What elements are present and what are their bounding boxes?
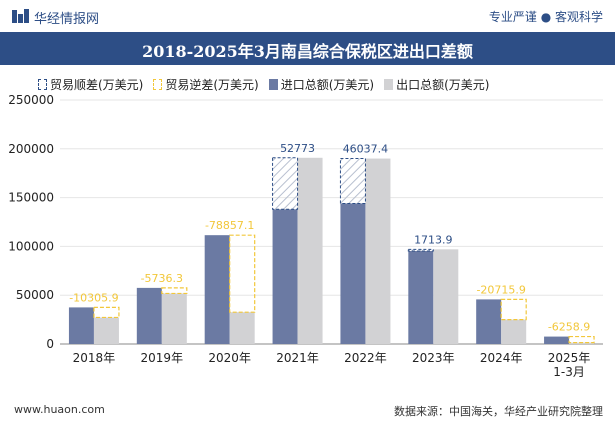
x-tick-label: 2022年: [344, 351, 387, 365]
legend-swatch-export: [384, 78, 394, 90]
legend-label-export: 出口总额(万美元): [396, 77, 490, 92]
bar-export: [433, 249, 459, 344]
bar-deficit: [229, 234, 256, 313]
x-tick-label: 2020年: [208, 351, 251, 365]
tagline: 专业严谨 ● 客观科学: [488, 10, 603, 24]
bar-surplus: [272, 157, 299, 210]
data-label: 1713.9: [414, 233, 453, 246]
legend-label-deficit: 贸易逆差(万美元): [165, 77, 259, 92]
legend-item-deficit: 贸易逆差(万美元): [153, 76, 259, 93]
y-tick-label: 50000: [16, 288, 54, 302]
data-label: 52773: [280, 142, 315, 155]
x-tick-label: 2024年: [480, 351, 523, 365]
bar-import: [340, 203, 366, 344]
bar-export: [161, 293, 187, 344]
legend-label-import: 进口总额(万美元): [280, 77, 375, 92]
legend-swatch-surplus: [38, 78, 47, 90]
x-tick-label: 2018年: [73, 351, 116, 365]
bar-import: [204, 235, 230, 344]
bar-export: [569, 342, 595, 344]
brand-name: 华经情报网: [34, 12, 100, 27]
bar-deficit: [161, 287, 188, 295]
y-tick-label: 150000: [8, 191, 54, 205]
legend-label-surplus: 贸易顺差(万美元): [50, 77, 144, 92]
bar-import: [476, 299, 502, 344]
header-bar: 华经情报网 专业严谨 ● 客观科学: [0, 0, 615, 32]
footer-source: 数据来源：中国海关，华经产业研究院整理: [394, 405, 603, 418]
legend-swatch-import: [268, 78, 278, 90]
footer-site: www.huaon.com: [14, 403, 105, 416]
bar-import: [408, 250, 434, 344]
y-tick-label: 100000: [8, 239, 54, 253]
bar-import: [544, 336, 570, 344]
legend-item-import: 进口总额(万美元): [268, 76, 375, 93]
bar-import: [136, 287, 162, 344]
title-bar: 2018-2025年3月南昌综合保税区进出口差额: [0, 32, 615, 65]
data-label: -20715.9: [476, 283, 525, 296]
x-tick-label: 2021年: [276, 351, 319, 365]
bar-import: [272, 209, 298, 344]
bar-export: [365, 158, 391, 344]
bar-import: [68, 307, 94, 344]
bar-export: [229, 312, 255, 344]
bar-export: [93, 317, 119, 344]
bar-export: [501, 319, 527, 344]
bar-deficit: [568, 335, 595, 344]
x-tick-label: 2019年: [141, 351, 184, 365]
footer-bar: www.huaon.com 数据来源：中国海关，华经产业研究院整理: [0, 395, 615, 427]
data-label: 46037.4: [343, 143, 389, 156]
y-tick-label: 0: [46, 337, 54, 351]
logo-icon: [12, 9, 29, 23]
data-label: -5736.3: [141, 272, 183, 285]
bar-deficit: [93, 306, 120, 319]
chart-title: 2018-2025年3月南昌综合保税区进出口差额: [142, 42, 473, 61]
legend: 贸易顺差(万美元) 贸易逆差(万美元) 进口总额(万美元) 出口总额(万美元): [38, 74, 500, 94]
data-label: -6258.9: [548, 321, 590, 334]
bar-export: [297, 157, 323, 344]
legend-swatch-deficit: [153, 78, 163, 90]
x-tick-label: 2023年: [412, 351, 455, 365]
legend-item-surplus: 贸易顺差(万美元): [38, 76, 143, 93]
x-tick-label: 1-3月: [553, 365, 585, 379]
bar-surplus: [407, 248, 434, 252]
legend-item-export: 出口总额(万美元): [384, 76, 490, 93]
data-label: -78857.1: [205, 219, 254, 232]
y-tick-label: 250000: [8, 93, 54, 107]
data-label: -10305.9: [69, 291, 118, 304]
x-tick-label: 2025年: [548, 351, 591, 365]
bar-deficit: [500, 298, 527, 321]
y-tick-label: 200000: [8, 142, 54, 156]
bar-surplus: [339, 158, 366, 204]
